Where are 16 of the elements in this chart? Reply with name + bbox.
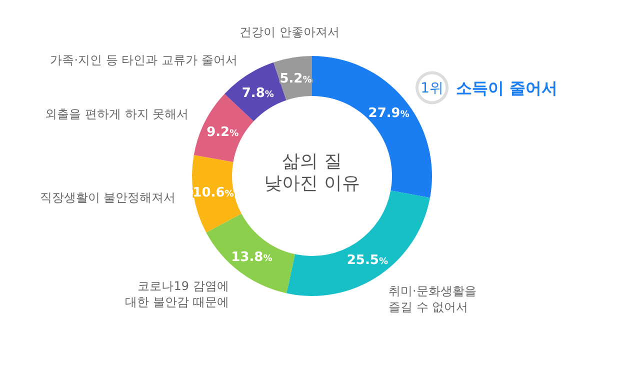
data-label: 13.8% — [231, 250, 272, 265]
data-label: 25.5% — [346, 253, 388, 268]
data-label: 5.2% — [280, 71, 312, 86]
data-label: 7.8% — [242, 86, 274, 101]
slice-label: 코로나19 감염에 대한 불안감 때문에 — [125, 279, 229, 310]
slice-label: 외출을 편하게 하지 못해서 — [45, 107, 189, 122]
slice-label: 소득이 줄어서 — [456, 78, 558, 98]
slice-label: 취미·문화생활을 즐길 수 없어서 — [388, 284, 476, 314]
data-label: 10.6% — [192, 186, 234, 201]
rank-badge: 1위 — [416, 71, 449, 104]
data-label: 27.9% — [368, 106, 410, 122]
text: 삶의 질 낮아진 이유 — [264, 151, 360, 194]
slice-label: 건강이 안좋아져서 — [240, 24, 340, 39]
slice-label: 가족·지인 등 타인과 교류가 줄어서 — [50, 52, 238, 67]
slice-label: 직장생활이 불안정해져서 — [40, 190, 176, 205]
data-label: 9.2% — [206, 125, 239, 140]
